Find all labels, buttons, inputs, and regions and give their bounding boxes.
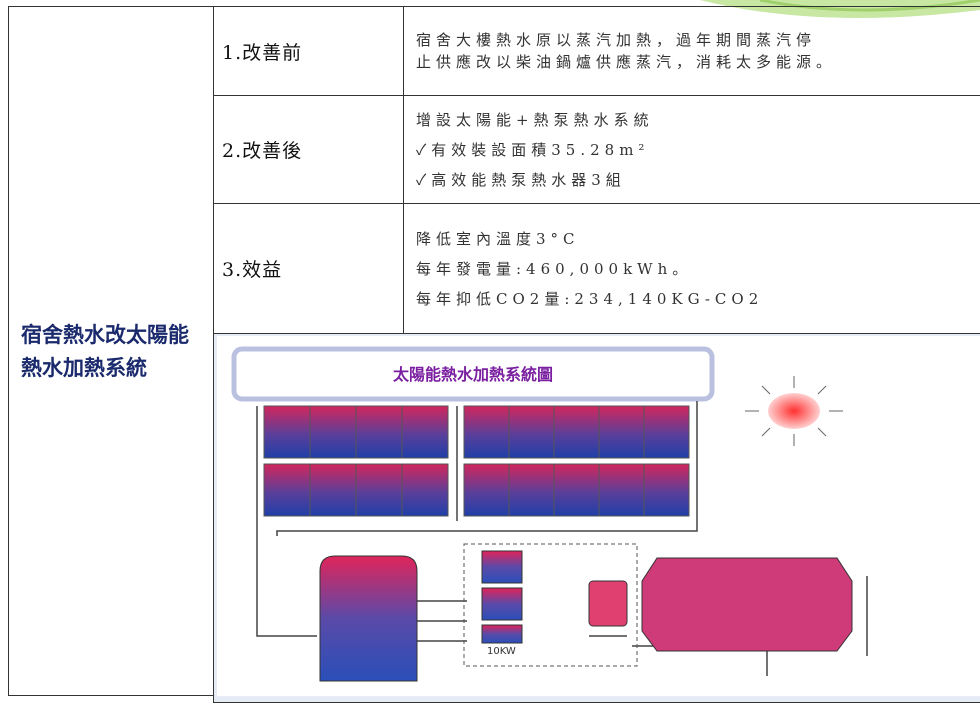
title-box xyxy=(231,346,715,402)
row-header-text: 宿舍熱水改太陽能熱水加熱系統 xyxy=(21,322,189,380)
content-line: 降低室內溫度3°C xyxy=(416,229,580,248)
row-header: 宿舍熱水改太陽能熱水加熱系統 xyxy=(8,6,214,696)
storage-tank xyxy=(319,555,418,682)
step-label: 1.改善前 xyxy=(213,6,404,96)
step-content: 降低室內溫度3°C 每年發電量:460,000kWh。 每年抑低CO2量:234… xyxy=(403,203,980,334)
pump-label: 10KW xyxy=(487,646,516,657)
step-label: 3.效益 xyxy=(213,203,404,334)
content-line: ✓有效裝設面積35.28m² xyxy=(416,140,650,159)
step-content: 增設太陽能+熱泵熱水系統 ✓有效裝設面積35.28m² ✓高效能熱泵熱水器3組 xyxy=(403,95,980,204)
heat-pump-box xyxy=(463,543,638,667)
system-diagram: 太陽能熱水加熱系統圖 10KW xyxy=(217,336,980,696)
swoosh xyxy=(759,0,980,12)
hot-water-tank xyxy=(641,557,853,652)
content-line: 每年抑低CO2量:234,140KG-CO2 xyxy=(416,289,764,308)
content-line: 增設太陽能+熱泵熱水系統 xyxy=(416,110,654,129)
panels xyxy=(263,405,690,517)
buffer-tank xyxy=(588,580,628,627)
step-label: 2.改善後 xyxy=(213,95,404,204)
content-line: 止供應改以柴油鍋爐供應蒸汽，消耗太多能源。 xyxy=(416,53,837,71)
content-line: ✓高效能熱泵熱水器3組 xyxy=(416,170,626,189)
content-line: 宿舍大樓熱水原以蒸汽加熱，過年期間蒸汽停 xyxy=(416,31,817,49)
heat-pumps xyxy=(481,550,523,644)
step-content: 宿舍大樓熱水原以蒸汽加熱，過年期間蒸汽停 止供應改以柴油鍋爐供應蒸汽，消耗太多能… xyxy=(403,6,980,96)
content-line: 每年發電量:460,000kWh。 xyxy=(416,259,693,278)
diagram-title: 太陽能熱水加熱系統圖 xyxy=(392,365,553,384)
diagram-cell: 太陽能熱水加熱系統圖 10KW xyxy=(213,333,980,703)
sun xyxy=(745,376,843,446)
